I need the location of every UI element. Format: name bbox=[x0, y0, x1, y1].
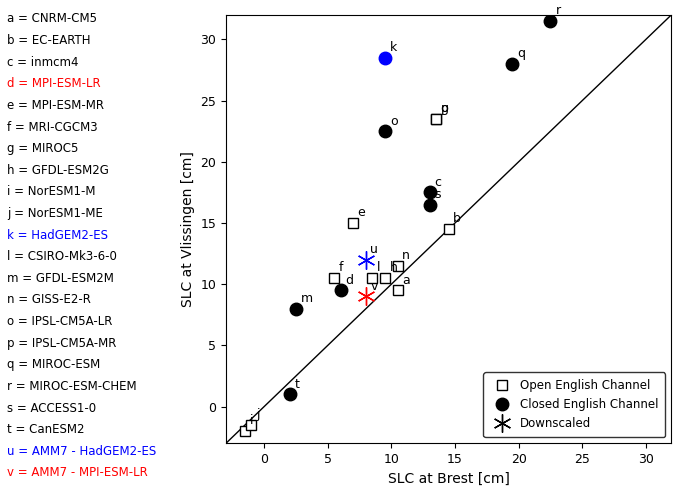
Text: k: k bbox=[390, 41, 397, 54]
Text: l: l bbox=[377, 261, 380, 274]
Text: i: i bbox=[249, 414, 253, 427]
Text: l = CSIRO-Mk3-6-0: l = CSIRO-Mk3-6-0 bbox=[7, 250, 116, 263]
Text: c: c bbox=[435, 176, 442, 189]
Text: p: p bbox=[440, 102, 448, 115]
Text: u: u bbox=[371, 243, 378, 256]
Text: d = MPI-ESM-LR: d = MPI-ESM-LR bbox=[7, 77, 101, 90]
Text: s = ACCESS1-0: s = ACCESS1-0 bbox=[7, 401, 96, 414]
Text: s: s bbox=[435, 188, 441, 201]
Text: f: f bbox=[338, 261, 343, 274]
Text: h: h bbox=[390, 261, 397, 274]
Text: a = CNRM-CM5: a = CNRM-CM5 bbox=[7, 12, 97, 25]
Text: r: r bbox=[556, 4, 560, 17]
X-axis label: SLC at Brest [cm]: SLC at Brest [cm] bbox=[388, 472, 510, 486]
Text: g = MIROC5: g = MIROC5 bbox=[7, 142, 78, 155]
Text: m: m bbox=[301, 292, 313, 305]
Text: c = inmcm4: c = inmcm4 bbox=[7, 56, 78, 69]
Text: b: b bbox=[453, 213, 461, 226]
Text: e: e bbox=[358, 206, 366, 219]
Text: h = GFDL-ESM2G: h = GFDL-ESM2G bbox=[7, 164, 109, 177]
Legend: Open English Channel, Closed English Channel, Downscaled: Open English Channel, Closed English Cha… bbox=[483, 373, 665, 437]
Text: q: q bbox=[517, 47, 525, 60]
Text: u = AMM7 - HadGEM2-ES: u = AMM7 - HadGEM2-ES bbox=[7, 445, 156, 458]
Y-axis label: SLC at Vlissingen [cm]: SLC at Vlissingen [cm] bbox=[181, 151, 195, 307]
Text: m = GFDL-ESM2M: m = GFDL-ESM2M bbox=[7, 272, 114, 285]
Text: j: j bbox=[256, 408, 260, 421]
Text: v = AMM7 - MPI-ESM-LR: v = AMM7 - MPI-ESM-LR bbox=[7, 467, 147, 480]
Text: p = IPSL-CM5A-MR: p = IPSL-CM5A-MR bbox=[7, 337, 116, 350]
Text: g: g bbox=[440, 102, 449, 115]
Text: t: t bbox=[295, 377, 299, 390]
Text: d: d bbox=[346, 273, 353, 286]
Text: i = NorESM1-M: i = NorESM1-M bbox=[7, 185, 95, 198]
Text: f = MRI-CGCM3: f = MRI-CGCM3 bbox=[7, 121, 97, 133]
Text: n = GISS-E2-R: n = GISS-E2-R bbox=[7, 293, 90, 306]
Text: b = EC-EARTH: b = EC-EARTH bbox=[7, 34, 90, 47]
Text: e = MPI-ESM-MR: e = MPI-ESM-MR bbox=[7, 99, 104, 112]
Text: a: a bbox=[402, 273, 410, 286]
Text: q = MIROC-ESM: q = MIROC-ESM bbox=[7, 359, 100, 372]
Text: j = NorESM1-ME: j = NorESM1-ME bbox=[7, 207, 103, 220]
Text: k = HadGEM2-ES: k = HadGEM2-ES bbox=[7, 229, 108, 242]
Text: o = IPSL-CM5A-LR: o = IPSL-CM5A-LR bbox=[7, 315, 112, 328]
Text: o: o bbox=[390, 115, 398, 127]
Text: t = CanESM2: t = CanESM2 bbox=[7, 423, 84, 436]
Text: n: n bbox=[402, 249, 410, 262]
Text: r = MIROC-ESM-CHEM: r = MIROC-ESM-CHEM bbox=[7, 380, 136, 393]
Text: v: v bbox=[371, 280, 378, 293]
